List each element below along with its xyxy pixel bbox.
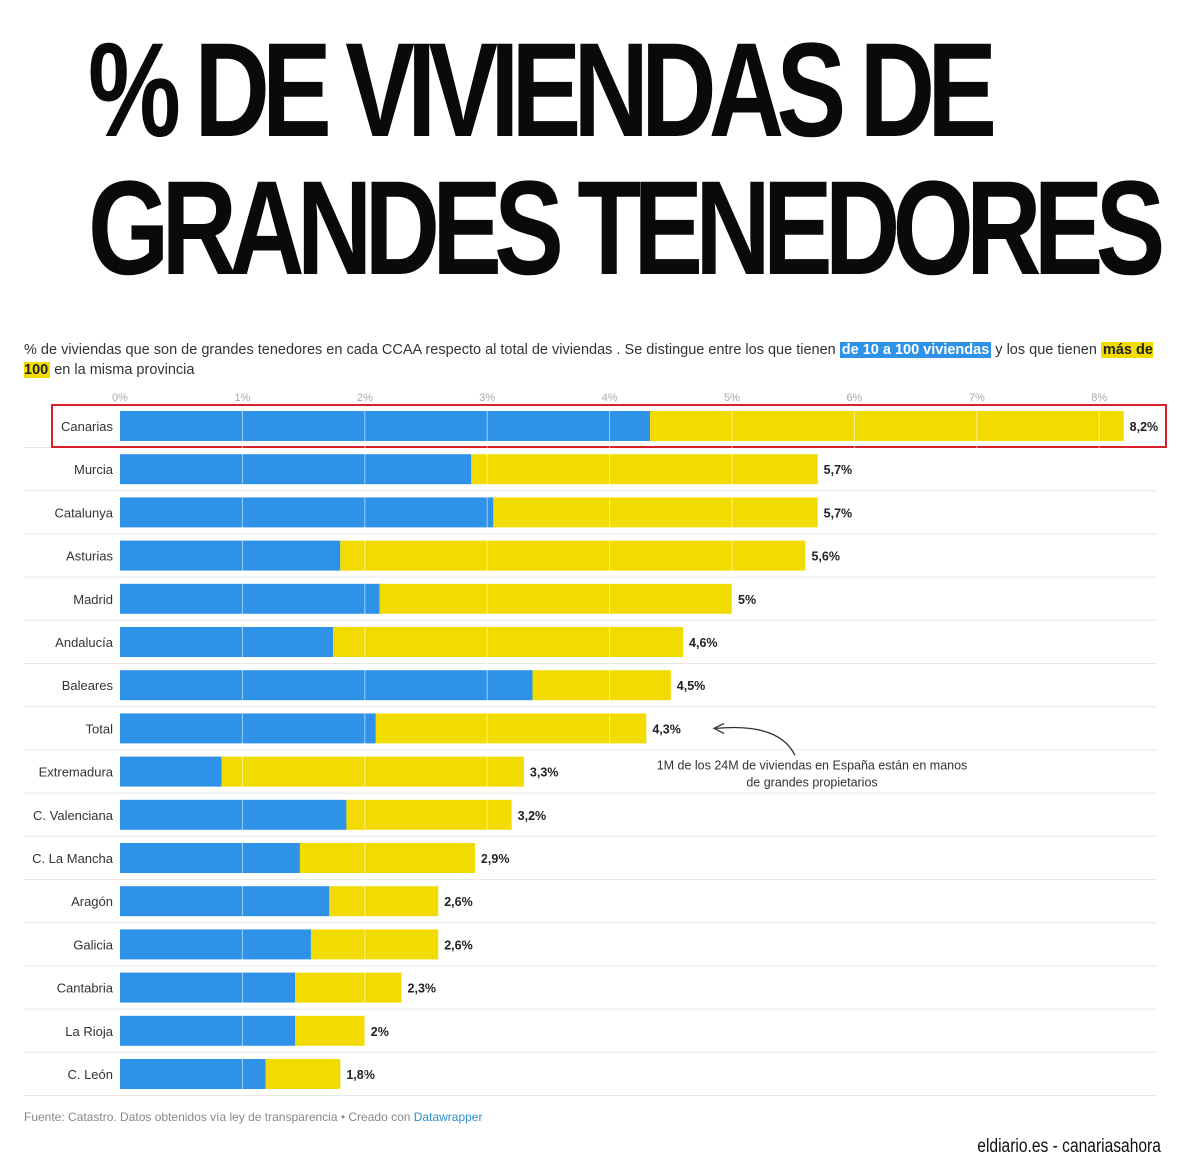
category-label: Murcia [74,462,114,477]
legend-highlight-10-100: de 10 a 100 viviendas [839,342,992,358]
category-label: Extremadura [39,765,114,780]
total-value-label: 3,2% [518,809,547,823]
x-tick-label: 3% [479,392,495,404]
total-value-label: 5,7% [824,463,853,477]
total-value-label: 2,6% [444,938,473,952]
x-tick-label: 6% [846,392,862,404]
total-value-label: 5% [738,593,756,607]
bar-segment-10-100 [120,497,494,528]
x-tick-label: 2% [357,392,373,404]
bar-segment-more-100 [310,929,439,960]
total-value-label: 1,8% [346,1068,375,1082]
category-label: Total [86,721,114,736]
stacked-bar-chart: 0% 1% 2% 3% 4% 5% 6% 7% 8% Canarias 8,2% Murcia 5,7%… [24,392,1167,1096]
bar-segment-10-100 [120,1059,266,1089]
bar-segment-more-100 [532,670,671,701]
category-label: Cantabria [57,981,114,996]
bar-segment-more-100 [471,454,818,485]
annotation-text-line-2: de grandes propietarios [746,775,877,789]
category-label: C. León [67,1067,113,1082]
headline-line-1: % DE VIVIENDAS DE [88,16,997,165]
x-tick-label: 8% [1091,392,1107,404]
category-label: La Rioja [65,1024,113,1039]
category-label: C. Valenciana [33,808,114,823]
headline-title: % DE VIVIENDAS DE GRANDES TENEDORES [88,22,1165,298]
x-tick-label: 7% [969,392,985,404]
x-tick-label: 1% [234,392,250,404]
bar-segment-10-100 [120,929,311,960]
headline-line-2: GRANDES TENEDORES [88,154,1165,303]
total-value-label: 4,5% [677,679,706,693]
total-value-label: 5,6% [811,550,840,564]
bar-segment-10-100 [120,843,300,873]
x-tick-label: 5% [724,392,740,404]
category-label: Andalucía [55,635,114,650]
bar-segment-10-100 [120,1015,296,1046]
bar-segment-more-100 [379,583,732,614]
total-value-label: 2% [371,1025,389,1039]
bar-segment-more-100 [299,843,475,873]
subtitle-part-3: en la misma provincia [50,362,195,378]
annotation-arrowhead [712,722,725,734]
category-label: Madrid [73,592,113,607]
total-value-label: 5,7% [824,506,853,520]
source-note: Fuente: Catastro. Datos obtenidos vía le… [24,1110,482,1124]
bar-segment-more-100 [340,540,806,571]
bar-segment-10-100 [120,886,330,917]
category-label: Canarias [61,419,114,434]
bar-segment-more-100 [329,886,439,917]
category-label: Baleares [62,678,114,693]
subtitle-part-2: y los que tienen [991,342,1101,358]
chart-subtitle: % de viviendas que son de grandes tenedo… [24,340,1154,380]
bar-segment-more-100 [295,972,402,1003]
total-value-label: 2,9% [481,852,510,866]
x-tick-label: 4% [602,392,618,404]
bar-segment-10-100 [120,972,296,1003]
bar-segment-10-100 [120,799,347,830]
category-label: Aragón [71,894,113,909]
total-value-label: 3,3% [530,766,559,780]
bar-segment-10-100 [120,540,341,571]
bar-segment-10-100 [120,627,333,657]
total-value-label: 4,3% [652,722,681,736]
bar-segment-more-100 [493,497,818,528]
bar-segment-more-100 [221,756,524,787]
bar-segment-10-100 [120,713,376,744]
bar-segment-more-100 [649,411,1124,441]
bar-segment-more-100 [295,1015,365,1046]
highlight-box [51,404,1167,448]
bar-segment-more-100 [265,1059,341,1089]
datawrapper-link[interactable]: Datawrapper [413,1110,483,1124]
brand-credit: eldiario.es - canariasahora [977,1136,1161,1157]
category-label: C. La Mancha [32,851,114,866]
total-value-label: 2,3% [408,982,437,996]
bar-segment-more-100 [346,799,512,830]
bar-segment-10-100 [120,411,650,441]
x-tick-label: 0% [112,392,128,404]
subtitle-part-1: % de viviendas que son de grandes tenedo… [24,342,840,358]
total-value-label: 2,6% [444,895,473,909]
bar-segment-more-100 [375,713,647,744]
total-value-label: 8,2% [1130,420,1159,434]
category-label: Galicia [73,937,114,952]
bar-segment-10-100 [120,583,380,614]
annotation-text-line-1: 1M de los 24M de viviendas en España est… [657,758,968,772]
bar-segment-more-100 [332,627,684,657]
bar-segment-10-100 [120,756,222,787]
source-text: Fuente: Catastro. Datos obtenidos vía le… [24,1110,414,1124]
bar-segment-10-100 [120,670,533,701]
category-label: Catalunya [54,505,113,520]
total-value-label: 4,6% [689,636,718,650]
category-label: Asturias [66,549,113,564]
annotation-arrow [715,726,796,756]
bar-segment-10-100 [120,454,472,485]
